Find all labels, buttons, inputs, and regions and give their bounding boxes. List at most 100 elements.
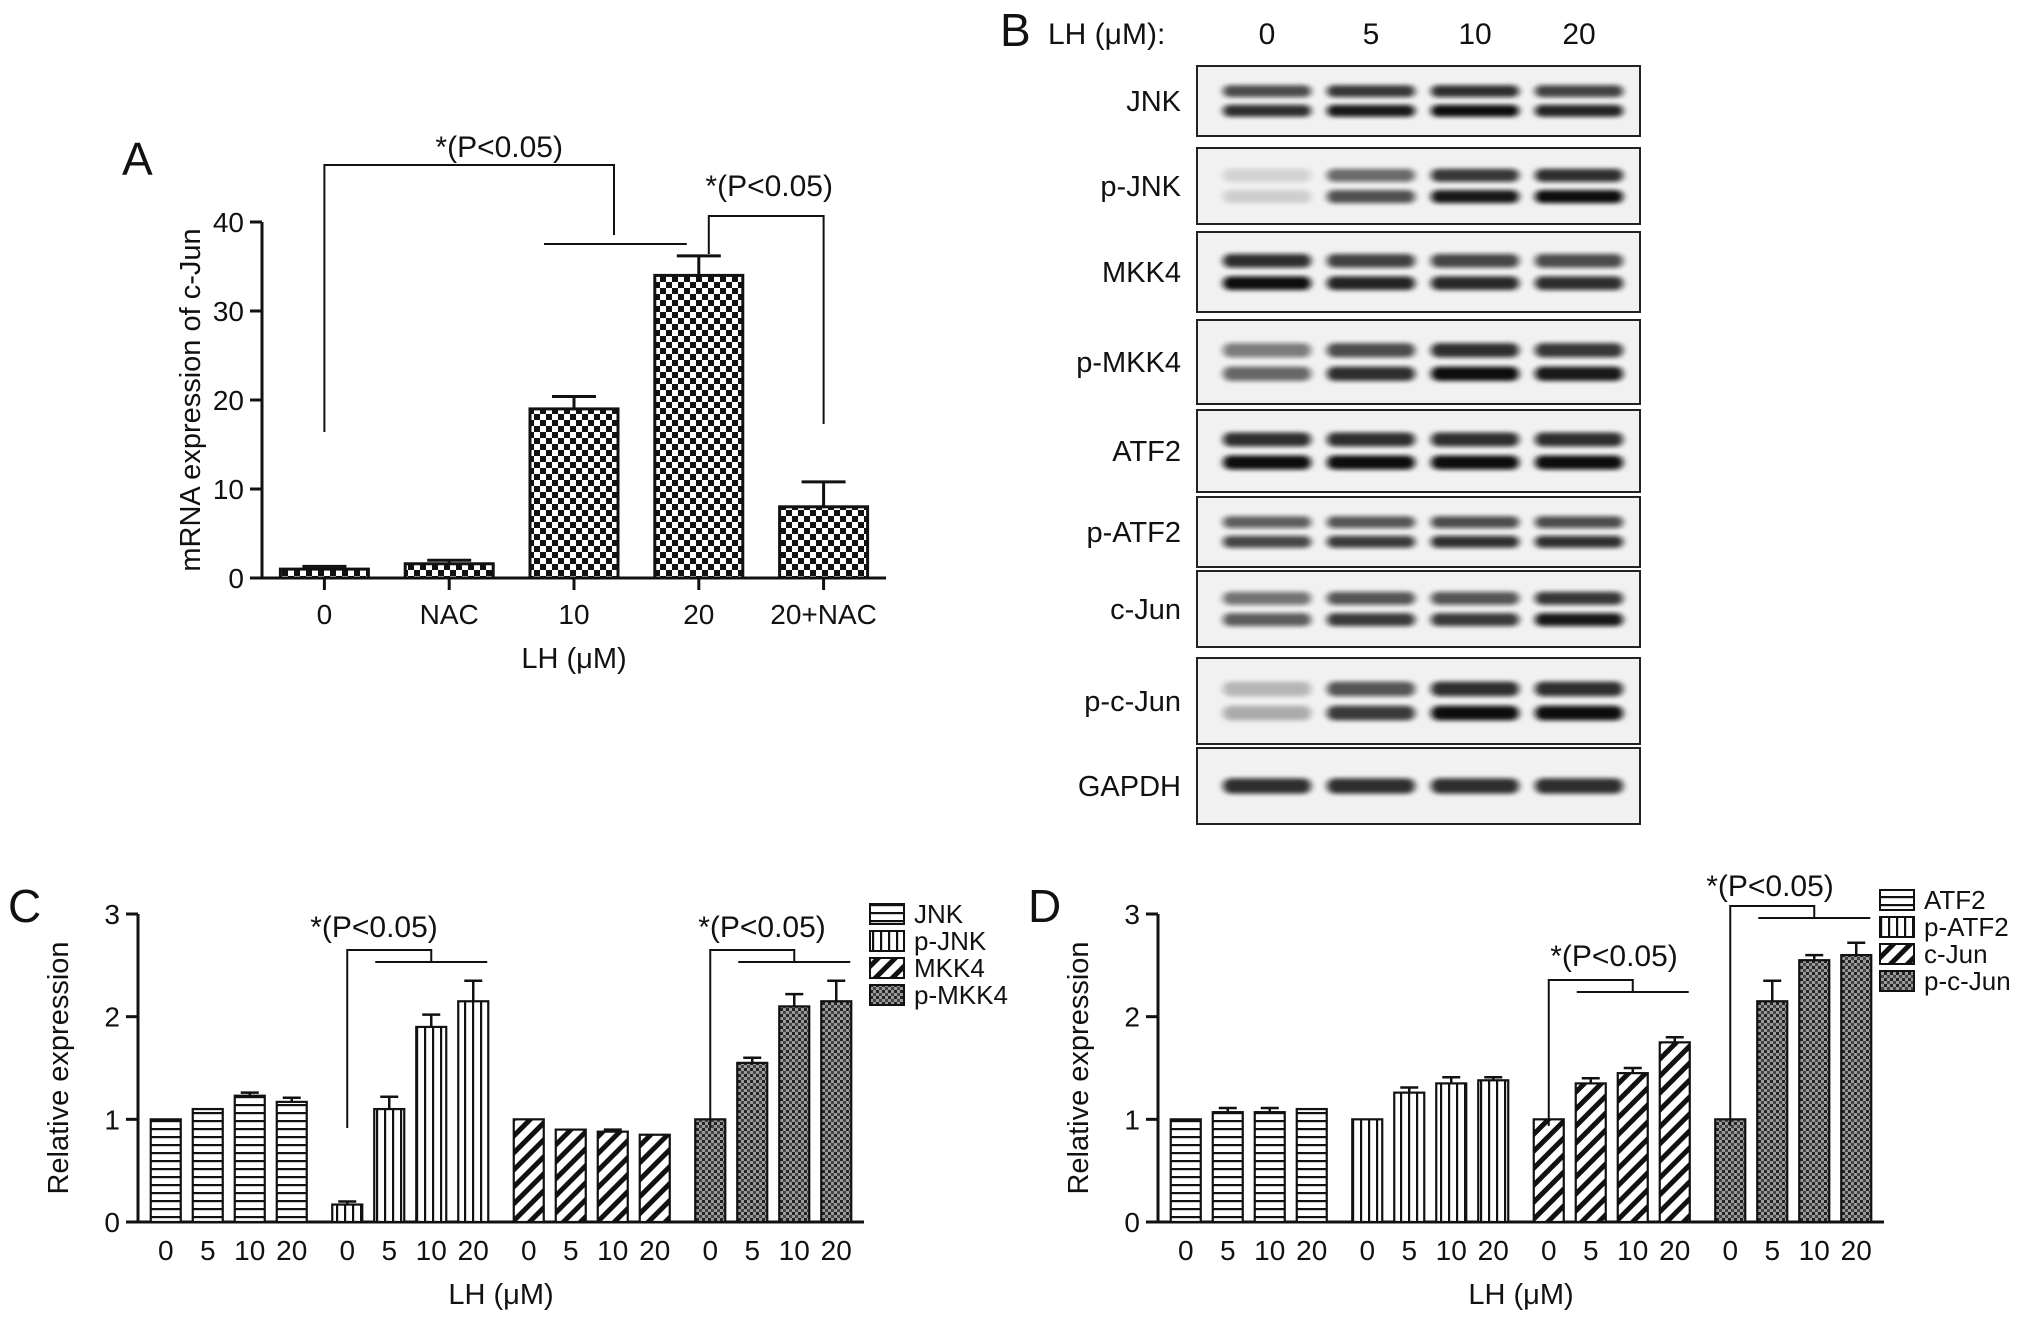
blot-band: [1535, 681, 1623, 697]
panel_c-y-tick-label: 0: [104, 1207, 120, 1238]
panel_d-x-tick-label: 10: [1254, 1235, 1285, 1266]
panel_c-legend-swatch: [869, 903, 905, 925]
panel_c-x-tick-label: 20: [639, 1235, 670, 1266]
blot-band: [1535, 254, 1623, 268]
blot-band: [1327, 455, 1415, 470]
blot-band: [1223, 516, 1311, 529]
panel_d-x-tick-label: 10: [1617, 1235, 1648, 1266]
panel_d-x-tick-label: 5: [1764, 1235, 1780, 1266]
blot-band: [1431, 778, 1519, 794]
panel_c-legend-label: p-MKK4: [914, 980, 1008, 1010]
blot-band: [1535, 432, 1623, 447]
panel_d-y-tick-label: 2: [1124, 1002, 1140, 1033]
blot-band: [1535, 168, 1623, 182]
blot-band: [1223, 85, 1311, 98]
panel_d-bar: [1477, 1079, 1510, 1224]
panel_c-bar: [331, 1203, 364, 1224]
blot-frame: [1196, 657, 1641, 745]
blot-band: [1431, 276, 1519, 290]
panel_c-bar: [373, 1107, 406, 1224]
blot-frame: [1196, 319, 1641, 405]
blot-band: [1223, 104, 1311, 117]
a-y-tick-label: 40: [213, 207, 244, 238]
panel_c-bar: [554, 1128, 587, 1224]
panel_d-y-tick-label: 1: [1124, 1104, 1140, 1135]
blot-band: [1535, 591, 1623, 605]
panel_d-y-tick-label: 3: [1124, 899, 1140, 930]
panel-b: B LH (μM): 0 5 10 20 JNK p-JNK MKK4 p-MKK4 ATF2…: [1000, 4, 1641, 825]
blot-band: [1535, 455, 1623, 470]
blot-band: [1223, 535, 1311, 548]
panel_d-bar: [1351, 1118, 1384, 1224]
blot-band: [1535, 85, 1623, 98]
panel_c-series-mkk4: [512, 1118, 671, 1224]
blot-band: [1431, 681, 1519, 697]
panel_c-x-tick-label: 0: [339, 1235, 355, 1266]
blot-protein-label: GAPDH: [1078, 771, 1181, 803]
panel_c-x-tick-label: 0: [702, 1235, 718, 1266]
a-y-tick-label: 20: [213, 385, 244, 416]
panel_d-x-tick-label: 5: [1220, 1235, 1236, 1266]
panel-b-letter: B: [1000, 4, 1031, 56]
dose-label: 0: [1259, 18, 1276, 51]
blot-band: [1223, 613, 1311, 627]
panel_d-bar: [1253, 1111, 1286, 1224]
panel_d-x-tick-label: 20: [1659, 1235, 1690, 1266]
panel_d-series-atf2: [1169, 1106, 1328, 1224]
panel_c-bar: [820, 1000, 853, 1224]
blot-frame: [1196, 409, 1641, 493]
panel_c-x-tick-label: 20: [821, 1235, 852, 1266]
panel_c-x-tick-label: 0: [158, 1235, 174, 1266]
panel_d-legend-label: p-c-Jun: [1924, 966, 2011, 996]
a-bar: [528, 407, 620, 580]
panel_d-bar: [1756, 1000, 1789, 1224]
blot-protein-label: JNK: [1126, 86, 1181, 118]
blot-row-p-mkk4: p-MKK4: [1076, 319, 1641, 405]
panel_d-bar: [1616, 1072, 1649, 1224]
blot-band: [1327, 778, 1415, 794]
a-sig-bracket-1: [323, 164, 615, 432]
panel_c-bar: [233, 1094, 266, 1224]
blot-band: [1431, 190, 1519, 204]
panel_d-bar: [1840, 953, 1873, 1224]
blot-band: [1327, 432, 1415, 447]
a-y-tick-label: 10: [213, 474, 244, 505]
panel_c-x-tick-label: 5: [381, 1235, 397, 1266]
panel-a: A 0 10 20 30 40 0 NAC 10 20 20+NAC LH (μM) mRNA exp…: [122, 131, 886, 675]
a-x-tick-label: 20+NAC: [770, 599, 877, 630]
blot-band: [1327, 168, 1415, 182]
panel_d-series-c-jun: [1532, 1035, 1691, 1224]
panel_c-legend-swatch: [869, 930, 905, 952]
blot-band: [1535, 366, 1623, 381]
panel_c-legend-swatch: [869, 957, 905, 979]
panel_c-x-tick-label: 0: [521, 1235, 537, 1266]
blot-protein-label: c-Jun: [1110, 594, 1181, 626]
a-bar: [403, 562, 495, 580]
panel_d-sig-label: *(P<0.05): [1706, 870, 1834, 903]
panel_d-legend-label: p-ATF2: [1924, 912, 2009, 942]
panel_c-legend-swatch: [869, 984, 905, 1006]
blot-frame: [1196, 496, 1641, 568]
blot-band: [1431, 591, 1519, 605]
panel-c-letter: C: [8, 880, 41, 932]
blot-band: [1327, 276, 1415, 290]
panel_c-bar: [694, 1118, 727, 1224]
blot-protein-label: p-c-Jun: [1084, 686, 1181, 718]
blot-band: [1431, 254, 1519, 268]
blot-protein-label: MKK4: [1102, 257, 1181, 289]
blot-frame: [1196, 570, 1641, 648]
blot-row-atf2: ATF2: [1112, 409, 1641, 493]
panel_d-sig-bracket: [1729, 905, 1816, 1126]
blot-row-p-jnk: p-JNK: [1100, 147, 1641, 225]
a-sig-label-1: *(P<0.05): [435, 131, 563, 164]
panel_c-y-tick-label: 1: [104, 1104, 120, 1135]
dose-label: 20: [1562, 18, 1595, 51]
panel_d-y-tick-label: 0: [1124, 1207, 1140, 1238]
a-y-axis-title: mRNA expression of c-Jun: [175, 228, 207, 571]
panel_c-x-tick-label: 10: [779, 1235, 810, 1266]
blot-frame: [1196, 65, 1641, 137]
panel_c-y-tick-label: 2: [104, 1002, 120, 1033]
blot-frame: [1196, 231, 1641, 313]
blot-row-p-atf2: p-ATF2: [1086, 496, 1641, 568]
